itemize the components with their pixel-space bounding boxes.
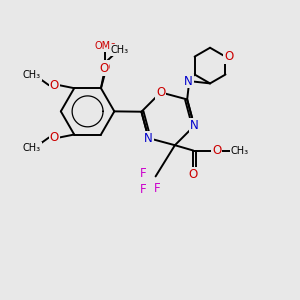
Text: N: N <box>184 74 193 88</box>
Text: O: O <box>212 144 221 157</box>
Text: O: O <box>50 131 59 144</box>
Text: O: O <box>101 61 110 74</box>
Text: OMe: OMe <box>94 41 116 51</box>
Text: O: O <box>50 79 59 92</box>
Text: F: F <box>140 183 146 196</box>
Text: O: O <box>224 50 234 63</box>
Text: N: N <box>190 119 199 132</box>
Text: CH₃: CH₃ <box>231 146 249 156</box>
Text: N: N <box>144 132 153 145</box>
Text: O: O <box>99 62 109 75</box>
Text: F: F <box>154 182 160 195</box>
Text: O: O <box>156 86 165 99</box>
Text: O: O <box>189 167 198 181</box>
Text: CH₃: CH₃ <box>23 143 41 153</box>
Text: F: F <box>140 167 146 180</box>
Text: CH₃: CH₃ <box>23 70 41 80</box>
Text: CH₃: CH₃ <box>110 45 128 55</box>
